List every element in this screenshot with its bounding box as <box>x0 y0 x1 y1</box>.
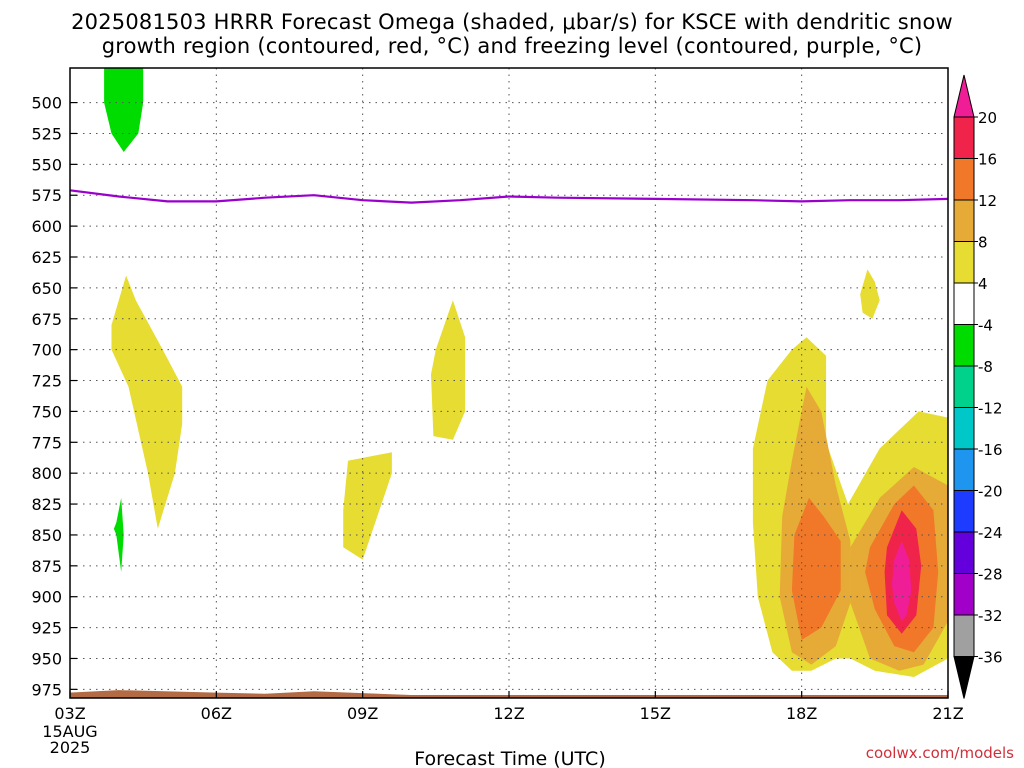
colorbar-segment <box>953 573 975 616</box>
omega-region <box>431 300 466 440</box>
colorbar-label: -36 <box>978 649 1003 667</box>
colorbar-label: 12 <box>978 192 997 210</box>
y-tick-label: 825 <box>31 495 62 514</box>
colorbar-segment <box>953 116 975 159</box>
y-tick-label: 700 <box>31 341 62 360</box>
colorbar-label: -24 <box>978 524 1003 542</box>
x-date-label: 15AUG <box>42 722 97 741</box>
colorbar-label: 16 <box>978 151 997 169</box>
colorbar-segment <box>953 282 975 325</box>
colorbar-label: -20 <box>978 483 1003 501</box>
omega-region <box>104 68 144 152</box>
y-tick-label: 850 <box>31 526 62 545</box>
omega-region <box>791 497 841 640</box>
colorbar-segment <box>953 531 975 574</box>
y-tick-label: 975 <box>31 680 62 699</box>
colorbar-segment <box>953 614 975 657</box>
y-tick-label: 625 <box>31 248 62 267</box>
y-tick-label: 925 <box>31 619 62 638</box>
y-tick-label: 950 <box>31 649 62 668</box>
y-tick-label: 550 <box>31 155 62 174</box>
x-tick-label: 12Z <box>493 704 524 723</box>
x-tick-label: 03Z <box>54 704 85 723</box>
omega-region <box>891 541 912 622</box>
y-tick-label: 800 <box>31 464 62 483</box>
y-tick-label: 750 <box>31 402 62 421</box>
x-tick-label: 21Z <box>932 704 963 723</box>
y-tick-label: 525 <box>31 124 62 143</box>
colorbar-extension-bottom <box>953 656 975 699</box>
colorbar-segment <box>953 324 975 367</box>
y-tick-label: 650 <box>31 279 62 298</box>
watermark: coolwx.com/models <box>865 744 1014 762</box>
omega-region <box>99 442 134 665</box>
y-tick-label: 900 <box>31 588 62 607</box>
y-tick-label: 775 <box>31 433 62 452</box>
colorbar-extension-top <box>953 74 975 118</box>
colorbar-label: -16 <box>978 441 1003 459</box>
colorbar-label: 4 <box>978 275 988 293</box>
colorbar-label: -32 <box>978 607 1003 625</box>
colorbar-label: -28 <box>978 566 1003 584</box>
colorbar-segment <box>953 365 975 408</box>
omega-region <box>111 275 183 529</box>
colorbar-label: 8 <box>978 234 988 252</box>
colorbar-segment <box>953 241 975 284</box>
colorbar-segment <box>953 448 975 491</box>
y-tick-label: 600 <box>31 217 62 236</box>
y-tick-label: 875 <box>31 557 62 576</box>
colorbar-segment <box>953 199 975 242</box>
x-tick-label: 09Z <box>347 704 378 723</box>
y-tick-label: 500 <box>31 94 62 113</box>
x-tick-label: 06Z <box>201 704 232 723</box>
omega-region <box>343 452 392 560</box>
omega-shading-layer <box>69 68 949 699</box>
omega-region <box>113 497 124 572</box>
x-date-label: 2025 <box>50 738 91 757</box>
chart-title-line-2: growth region (contoured, red, °C) and f… <box>101 34 923 58</box>
colorbar-label: -8 <box>978 358 993 376</box>
x-axis-title: Forecast Time (UTC) <box>414 748 605 768</box>
colorbar-segment <box>953 407 975 450</box>
y-tick-label: 675 <box>31 310 62 329</box>
y-tick-label: 575 <box>31 186 62 205</box>
y-tick-label: 725 <box>31 372 62 391</box>
freezing-level-line <box>69 189 949 204</box>
axes: 500 525 550 575 600 625 650 675 700 725 750 775 800 8… <box>31 67 964 768</box>
chart-title-line-1: 2025081503 HRRR Forecast Omega (shaded, … <box>71 10 953 34</box>
colorbar-segment <box>953 490 975 533</box>
colorbar-label: -4 <box>978 317 993 335</box>
omega-region <box>860 269 880 319</box>
x-tick-label: 15Z <box>640 704 671 723</box>
colorbar-label: 20 <box>978 109 997 127</box>
contour-lines <box>69 189 949 204</box>
colorbar-segment <box>953 158 975 201</box>
colorbar: 20 16 12 8 4 -4 -8 -12 -16 -20 -24 -28 -32 -36 <box>953 74 1003 699</box>
x-tick-label: 18Z <box>786 704 817 723</box>
colorbar-label: -12 <box>978 400 1003 418</box>
